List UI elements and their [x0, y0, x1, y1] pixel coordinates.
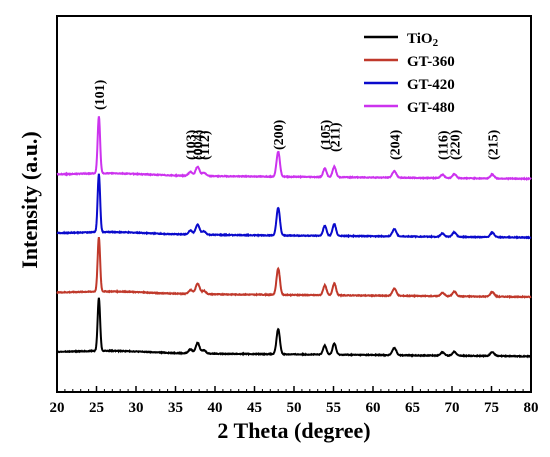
x-tick-label: 30 — [129, 400, 144, 416]
legend-item-gt480: GT-480 — [364, 100, 455, 116]
x-tick-label: 45 — [247, 400, 262, 416]
x-tick-label: 70 — [445, 400, 460, 416]
x-tick-label: 50 — [287, 400, 302, 416]
peak-label: (211) — [328, 122, 343, 152]
legend-label-tio2-sub: 2 — [433, 37, 439, 49]
series-layer — [56, 116, 532, 359]
legend-label-tio2-base: TiO — [407, 31, 433, 47]
x-tick-label: 60 — [366, 400, 381, 416]
peak-label: (116) — [437, 130, 452, 160]
y-axis-title: Intensity (a.u.) — [17, 131, 42, 269]
x-tick-label: 35 — [168, 400, 183, 416]
series-line-gt480 — [56, 116, 532, 181]
peak-label: (200) — [272, 119, 287, 150]
series-line-tio2 — [56, 297, 532, 359]
peak-label: (101) — [93, 79, 108, 110]
peak-label: (103) — [185, 129, 200, 160]
x-tick-label: 75 — [484, 400, 499, 416]
legend-label-gt480: GT-480 — [407, 100, 455, 116]
x-tick-label: 40 — [208, 400, 223, 416]
plot-frame — [56, 15, 532, 393]
legend-item-gt420: GT-420 — [364, 77, 455, 93]
x-axis-title: 2 Theta (degree) — [217, 418, 370, 443]
x-tick-label: 55 — [326, 400, 341, 416]
peak-label: (220) — [448, 129, 463, 160]
peak-labels: (101) (103)(004)(112) (200) (105)(211) (204)… — [93, 79, 501, 160]
x-tick-label: 20 — [50, 400, 65, 416]
series-line-gt420 — [56, 173, 532, 240]
peak-label: (204) — [388, 129, 403, 160]
legend: TiO2 GT-360 GT-420 GT-480 — [364, 31, 455, 116]
x-tick-label: 80 — [524, 400, 539, 416]
legend-label-tio2: TiO2 — [407, 31, 439, 49]
peak-label: (004) — [192, 129, 207, 160]
x-axis-ticks: 20 25 30 35 40 45 50 55 60 65 70 75 80 — [50, 386, 539, 416]
peak-label: (105) — [319, 119, 334, 150]
peak-label: (112) — [198, 130, 213, 160]
x-tick-label: 65 — [405, 400, 420, 416]
legend-label-gt360: GT-360 — [407, 54, 455, 70]
legend-item-tio2: TiO2 — [364, 31, 439, 49]
peak-label: (215) — [486, 129, 501, 160]
legend-label-gt420: GT-420 — [407, 77, 455, 93]
legend-item-gt360: GT-360 — [364, 54, 455, 70]
series-line-gt360 — [56, 236, 532, 300]
x-tick-label: 25 — [89, 400, 104, 416]
